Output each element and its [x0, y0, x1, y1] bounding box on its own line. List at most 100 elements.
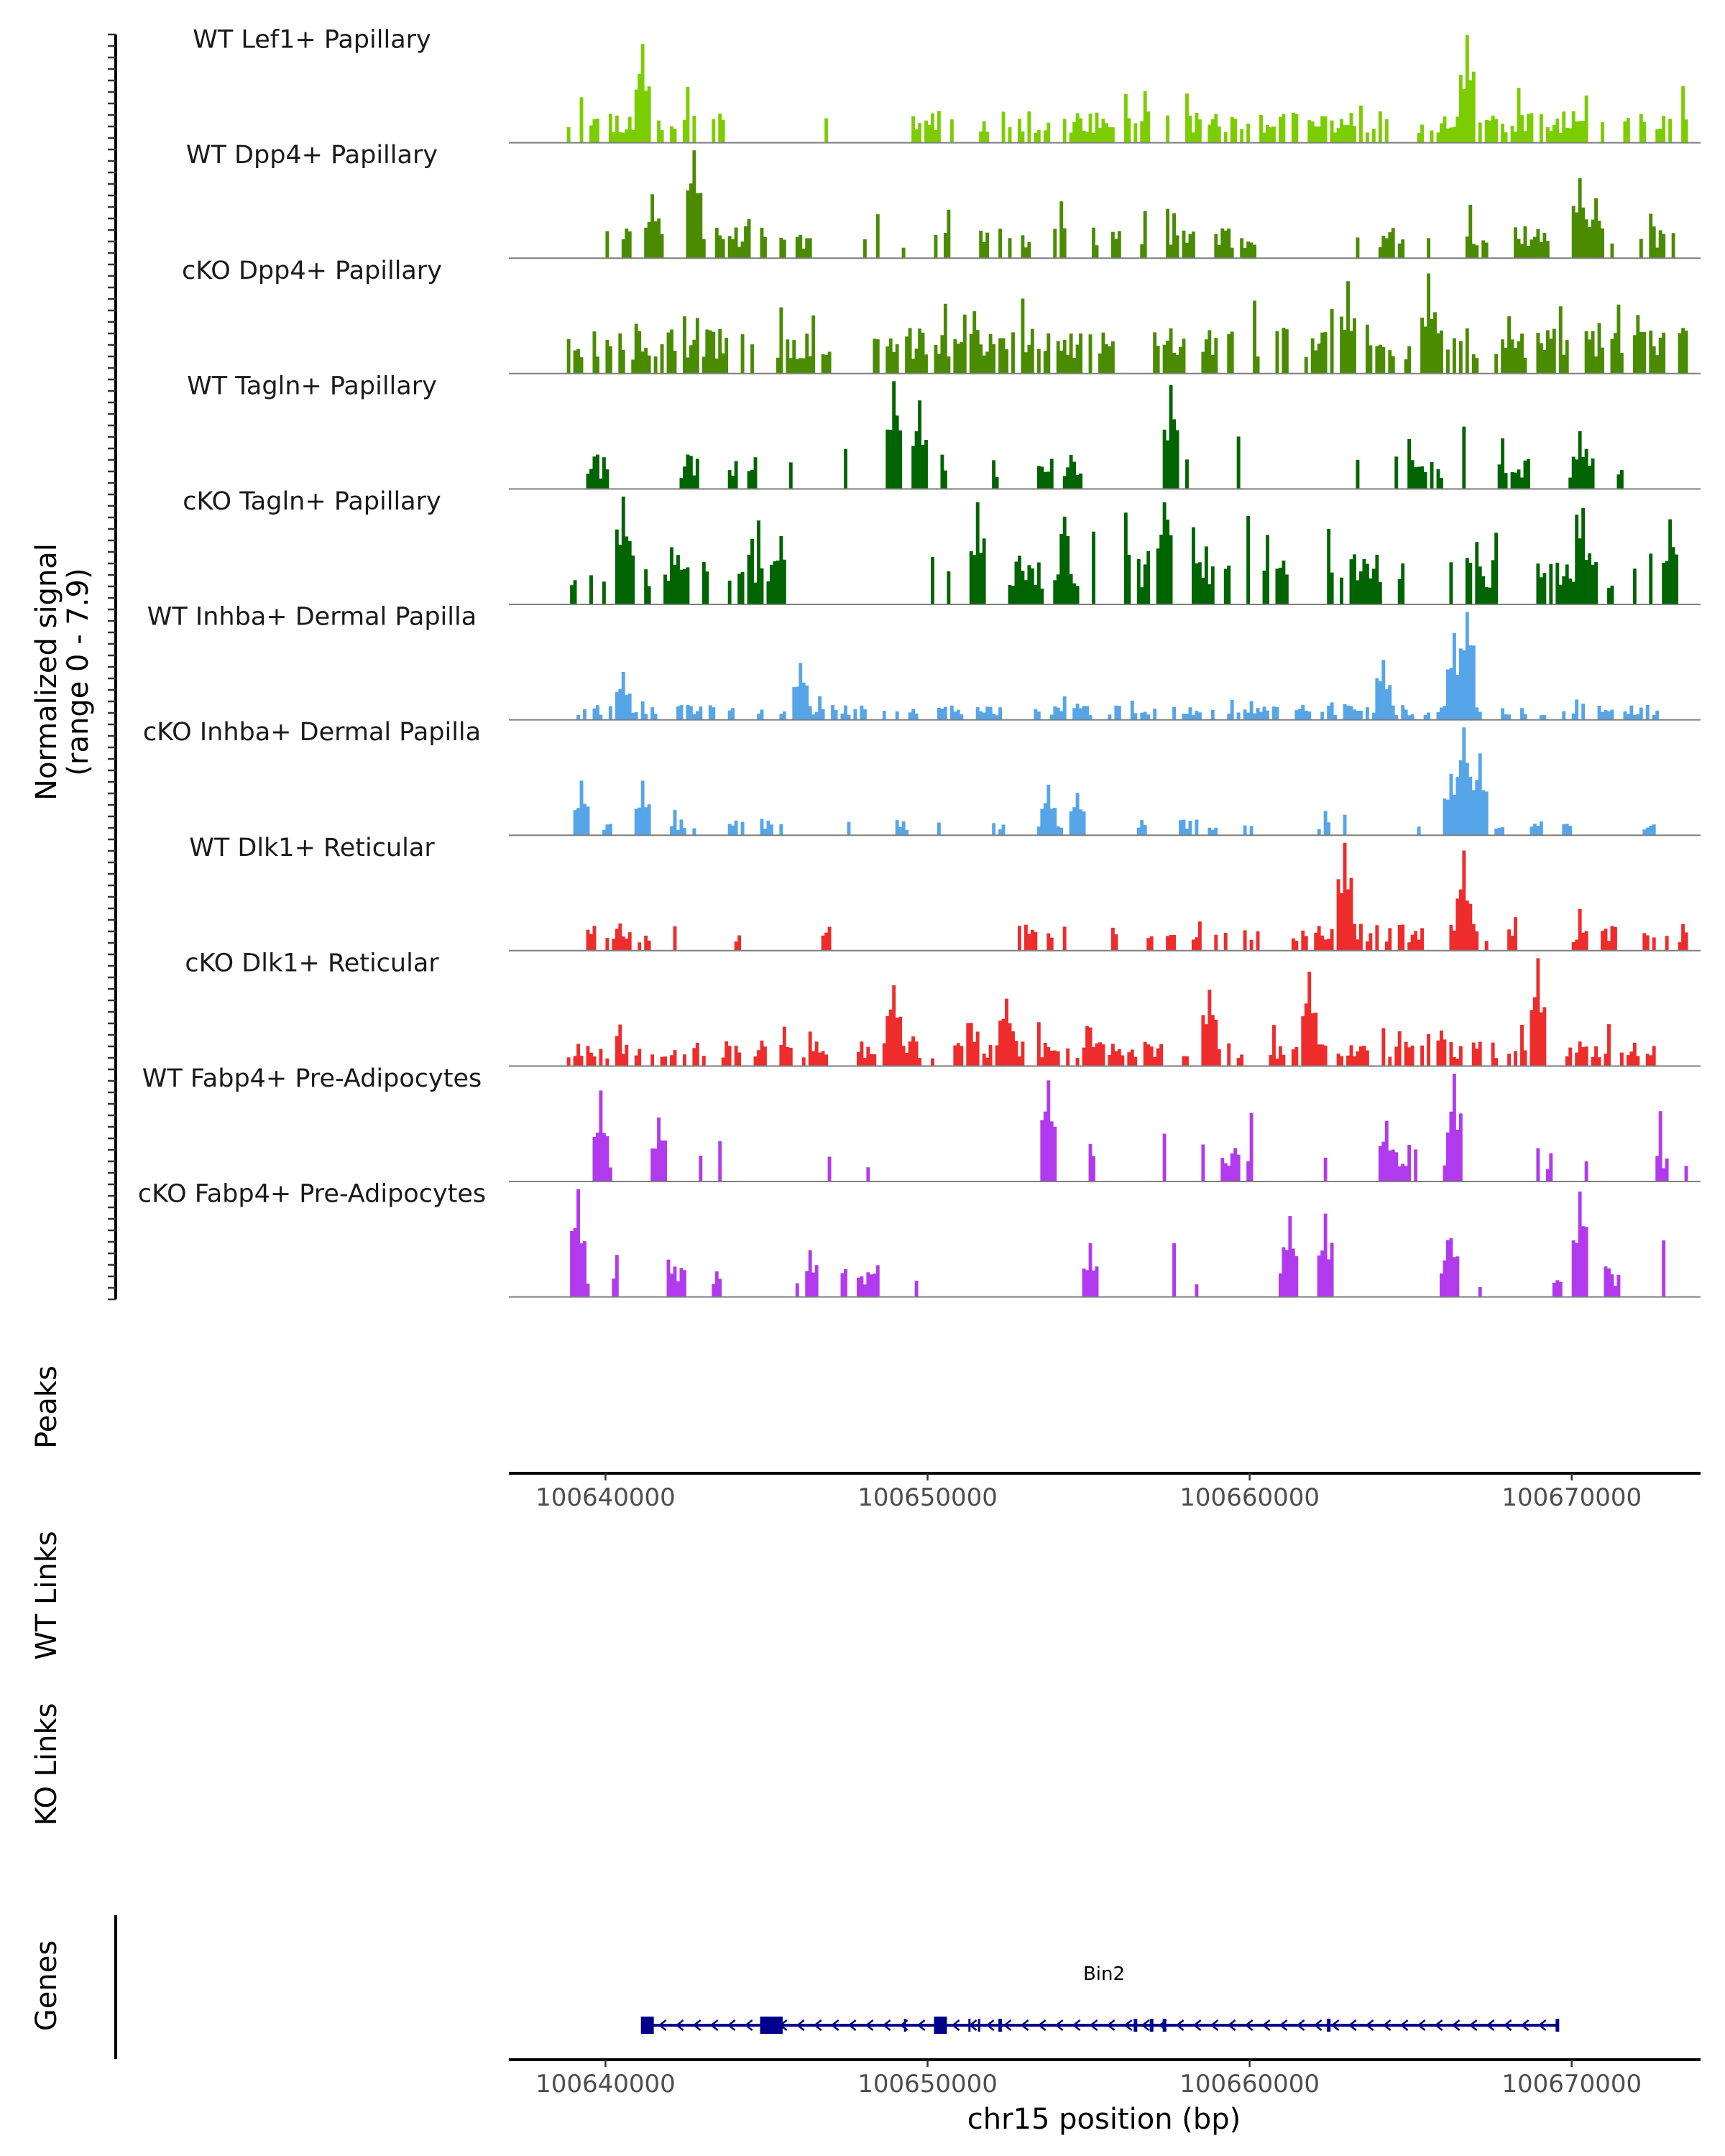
signal-bin	[1449, 562, 1453, 604]
track-label: cKO Dlk1+ Reticular	[185, 949, 439, 977]
signal-bin	[1575, 699, 1579, 720]
signal-bin	[1011, 1031, 1015, 1067]
signal-bin	[1208, 124, 1212, 143]
signal-bin	[1491, 1042, 1495, 1067]
signal-bin	[1420, 1045, 1425, 1067]
signal-bin	[618, 923, 622, 951]
signal-bin	[892, 985, 896, 1067]
signal-bin	[914, 1041, 919, 1067]
strand-arrow	[1279, 2019, 1288, 2031]
signal-bin	[1253, 713, 1257, 720]
signal-bin	[1169, 328, 1173, 374]
signal-bin	[1427, 1034, 1430, 1067]
signal-bin	[1098, 1042, 1102, 1067]
signal-bin	[1230, 247, 1234, 259]
signal-bin	[586, 474, 590, 489]
signal-bin	[805, 685, 809, 720]
signal-bin	[1056, 826, 1060, 836]
signal-bin	[740, 241, 745, 259]
signal-bin	[589, 125, 593, 143]
signal-bin	[1310, 1013, 1315, 1067]
strand-arrow	[1106, 2019, 1116, 2031]
signal-bin	[975, 330, 980, 374]
signal-bin	[1607, 941, 1611, 951]
signal-bin	[1317, 926, 1321, 951]
signal-bin	[1227, 1166, 1231, 1181]
signal-bin	[1210, 1015, 1215, 1067]
signal-bin	[1501, 124, 1505, 143]
signal-bin	[1359, 105, 1363, 143]
signal-bin	[1223, 132, 1228, 143]
signal-bin	[599, 714, 603, 720]
signal-bin	[1558, 584, 1563, 604]
signal-bin	[1552, 328, 1556, 374]
signal-bin	[1410, 460, 1414, 489]
signal-bin	[1381, 346, 1386, 374]
signal-bin	[1072, 583, 1077, 604]
signal-bin	[1191, 132, 1195, 143]
signal-bin	[1443, 1260, 1447, 1297]
signal-bin	[918, 400, 921, 489]
signal-bin	[975, 706, 980, 720]
signal-bin	[1282, 1247, 1286, 1297]
signal-bin	[592, 456, 597, 489]
signal-bin	[595, 1133, 599, 1181]
signal-bin	[1378, 582, 1382, 604]
signal-bin	[1471, 1042, 1476, 1067]
signal-bin	[673, 565, 677, 604]
signal-bin	[763, 236, 767, 259]
signal-bin	[1662, 234, 1666, 259]
track-label: WT Inhba+ Dermal Papilla	[147, 603, 477, 632]
signal-bin	[1578, 431, 1582, 489]
signal-bin	[1478, 711, 1482, 720]
signal-bin	[727, 469, 732, 489]
signal-bin	[911, 709, 916, 720]
signal-bin	[776, 357, 780, 374]
signal-bin	[1378, 344, 1382, 374]
signal-bin	[1356, 237, 1360, 259]
signal-bin	[792, 340, 796, 374]
signal-bin	[1166, 520, 1170, 604]
signal-bin	[1468, 80, 1473, 143]
signal-bin	[1062, 228, 1067, 259]
signal-bin	[947, 209, 951, 259]
signal-bin	[1169, 384, 1173, 489]
signal-bin	[631, 712, 635, 720]
signal-bin	[1108, 1054, 1112, 1067]
signal-bin	[1655, 710, 1660, 720]
signal-bin	[1391, 705, 1395, 720]
signal-bin	[682, 1054, 686, 1067]
signal-bin	[1349, 559, 1353, 604]
signal-bin	[773, 561, 777, 604]
signal-bin	[873, 1054, 877, 1067]
signal-bin	[640, 701, 645, 720]
signal-bin	[1662, 332, 1666, 374]
signal-bin	[1378, 1146, 1382, 1181]
signal-bin	[898, 1016, 903, 1067]
signal-bin	[1359, 923, 1363, 951]
signal-bin	[1649, 826, 1653, 836]
track-2: WT Dpp4+ Papillary	[186, 141, 1701, 259]
signal-bin	[1327, 1259, 1331, 1297]
signal-bin	[1510, 935, 1514, 951]
signal-bin	[1507, 316, 1512, 374]
signal-bin	[1545, 241, 1550, 259]
signal-bin	[670, 826, 673, 836]
signal-bin	[1684, 932, 1688, 951]
signal-bin	[708, 705, 712, 720]
signal-bin	[801, 682, 806, 720]
signal-bin	[1452, 930, 1456, 951]
signal-bin	[1059, 350, 1064, 374]
signal-bin	[1455, 1129, 1460, 1181]
signal-bin	[592, 119, 597, 143]
signal-bin	[908, 1041, 912, 1067]
signal-bin	[1072, 358, 1077, 374]
signal-bin	[1182, 713, 1186, 720]
signal-bin	[570, 585, 574, 604]
signal-bin	[1236, 712, 1241, 720]
signal-bin	[799, 234, 803, 259]
signal-bin	[1330, 308, 1334, 374]
signal-bin	[1394, 456, 1399, 489]
signal-bin	[602, 581, 606, 604]
signal-bin	[1410, 714, 1414, 720]
